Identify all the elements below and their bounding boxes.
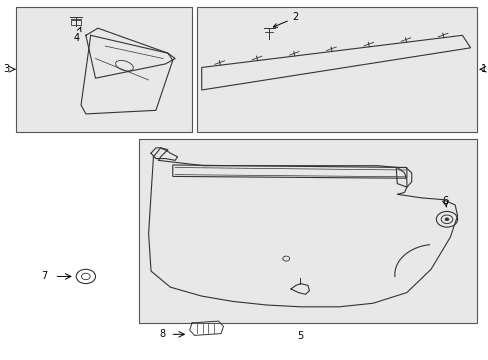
Bar <box>197 7 476 132</box>
Bar <box>16 7 192 132</box>
Bar <box>71 19 81 24</box>
Text: 4: 4 <box>73 27 81 43</box>
Text: 6: 6 <box>442 197 447 206</box>
Text: 2: 2 <box>273 13 298 27</box>
Circle shape <box>444 218 448 221</box>
Text: 7: 7 <box>41 271 47 282</box>
Text: 5: 5 <box>297 332 303 342</box>
Bar <box>139 139 476 323</box>
Text: 3: 3 <box>4 64 10 74</box>
Text: 1: 1 <box>480 64 486 74</box>
Text: 8: 8 <box>159 329 165 339</box>
